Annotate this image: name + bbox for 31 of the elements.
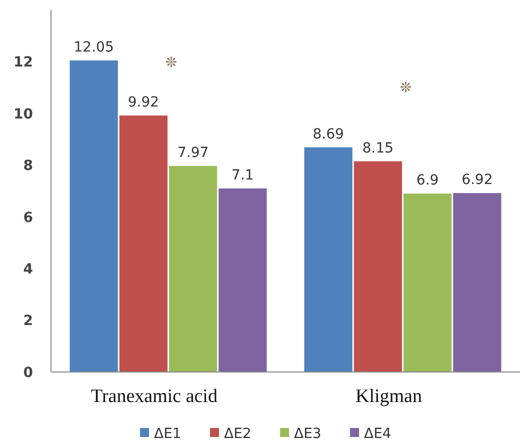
bar	[304, 147, 352, 372]
x-tick-label: Tranexamic acid	[91, 386, 218, 407]
y-tick-label: 6	[23, 210, 33, 226]
x-tick-label: Kligman	[356, 386, 422, 407]
data-label: 8.15	[362, 140, 394, 156]
legend-label: ΔE1	[154, 426, 182, 442]
data-label: 8.69	[312, 126, 344, 142]
legend-label: ΔE4	[364, 426, 392, 442]
y-tick-label: 12	[14, 54, 33, 71]
y-tick-label: 4	[23, 261, 34, 278]
data-label: 7.97	[177, 144, 209, 161]
legend-label: ΔE3	[294, 426, 322, 442]
data-label: 6.9	[416, 172, 439, 189]
data-label: 12.05	[74, 39, 114, 56]
bar	[119, 115, 168, 372]
bar	[168, 166, 218, 372]
legend-label: ΔE2	[224, 426, 252, 442]
y-tick-label: 0	[23, 364, 34, 381]
data-label: 6.92	[462, 172, 493, 188]
y-tick-label: 8	[23, 158, 33, 174]
y-tick-label: 10	[14, 106, 34, 122]
y-tick-label: 2	[23, 313, 33, 330]
annotation: ❊	[165, 54, 178, 71]
bar	[354, 161, 402, 372]
bar	[218, 188, 267, 372]
bar	[70, 60, 118, 372]
data-label: 7.1	[232, 167, 254, 184]
data-label: 9.92	[128, 94, 160, 110]
bar	[403, 194, 452, 372]
annotation: ❊	[400, 80, 412, 96]
bar	[453, 193, 502, 372]
